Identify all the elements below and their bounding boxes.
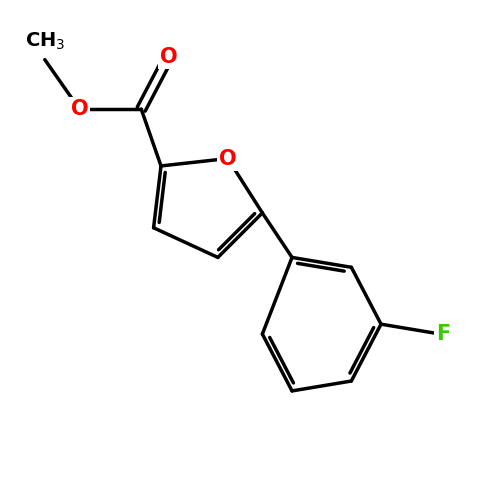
- Text: CH$_3$: CH$_3$: [24, 31, 65, 52]
- Text: O: O: [160, 47, 177, 67]
- Text: F: F: [436, 324, 450, 344]
- Text: O: O: [70, 99, 88, 119]
- Text: O: O: [219, 148, 236, 169]
